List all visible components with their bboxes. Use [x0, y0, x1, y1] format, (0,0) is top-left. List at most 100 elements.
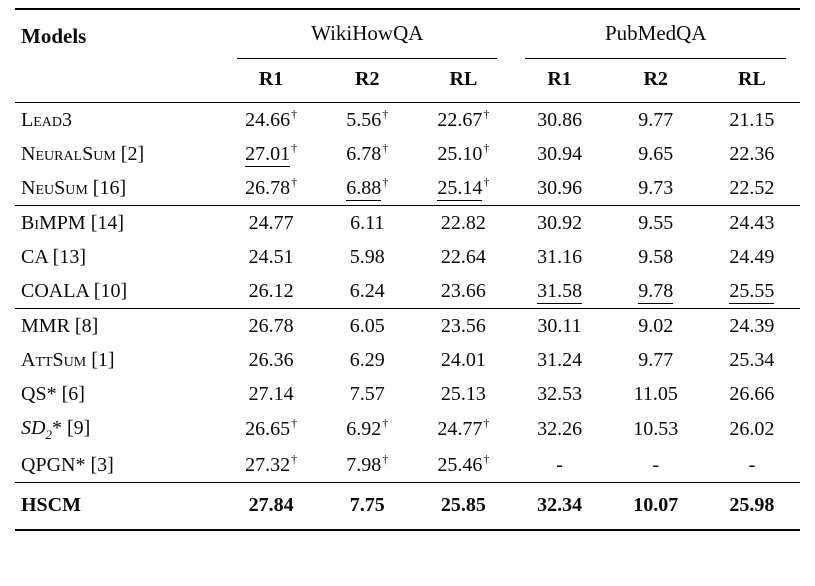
- metric-number: 7.75: [349, 494, 385, 516]
- table-row: NeuSum [16] 26.78† 6.88† 25.14† 30.96 9.73 22.…: [15, 171, 800, 206]
- metric-number: 27.01: [245, 142, 291, 167]
- metric-number: 7.57: [349, 382, 385, 405]
- model-name: MMR [8]: [15, 309, 223, 344]
- metric-value: 25.98: [704, 483, 800, 531]
- dagger-mark: †: [291, 106, 298, 121]
- dagger-mark: †: [382, 416, 389, 431]
- dagger-mark: †: [382, 451, 389, 466]
- table-row: HSCM 27.84 7.75 25.85 32.34 10.07 25.98: [15, 483, 800, 531]
- dagger-mark: †: [382, 106, 389, 121]
- model-name-segment: BiMPM: [21, 211, 86, 234]
- dataset-header-row: Models WikiHowQA PubMedQA: [15, 9, 800, 59]
- dagger-mark: †: [483, 106, 490, 121]
- metric-number: 6.92: [346, 418, 382, 440]
- metric-value: 24.01: [415, 343, 511, 377]
- dataset-header-wikihowqa: WikiHowQA: [223, 9, 511, 59]
- metric-number: 25.10: [437, 142, 483, 165]
- metric-number: 6.11: [350, 211, 385, 234]
- metric-value: 22.52: [704, 171, 800, 206]
- model-name: QS* [6]: [15, 377, 223, 411]
- metric-value: 24.39: [704, 309, 800, 344]
- metric-number: 6.05: [349, 314, 385, 337]
- metric-value: 25.13: [415, 377, 511, 411]
- metric-value: 24.77: [223, 206, 319, 241]
- table-row: BiMPM [14] 24.77 6.11 22.82 30.92 9.55 24.43: [15, 206, 800, 241]
- model-name: AttSum [1]: [15, 343, 223, 377]
- metric-value: 6.78†: [319, 137, 415, 171]
- metric-header-row: R1 R2 RL R1 R2 RL: [15, 59, 800, 103]
- metric-value: 10.53: [608, 411, 704, 448]
- dataset-label-wikihowqa: WikiHowQA: [311, 21, 424, 45]
- model-name: BiMPM [14]: [15, 206, 223, 241]
- metric-value: 5.56†: [319, 103, 415, 138]
- metric-number: 30.11: [537, 314, 582, 337]
- metric-value: 6.92†: [319, 411, 415, 448]
- metric-value: 6.24: [319, 274, 415, 309]
- metric-number: 23.66: [440, 279, 486, 302]
- model-name-segment: NeuralSum: [21, 142, 116, 165]
- metric-value: 23.66: [415, 274, 511, 309]
- table-row: QS* [6] 27.14 7.57 25.13 32.53 11.05 26.66: [15, 377, 800, 411]
- metric-value: 9.77: [608, 103, 704, 138]
- dataset-label-pubmedqa: PubMedQA: [604, 21, 707, 45]
- metric-value: 6.88†: [319, 171, 415, 206]
- model-name: HSCM: [15, 483, 223, 531]
- table-row: AttSum [1] 26.36 6.29 24.01 31.24 9.77 25.34: [15, 343, 800, 377]
- metric-number: 26.66: [729, 382, 775, 405]
- metric-number: 31.58: [537, 279, 583, 304]
- metric-number: 9.02: [638, 314, 674, 337]
- model-name-segment: AttSum: [21, 348, 87, 371]
- metric-value: 24.43: [704, 206, 800, 241]
- metric-number: 25.98: [729, 494, 775, 516]
- dagger-mark: †: [483, 140, 490, 155]
- metric-number: 24.77: [248, 211, 294, 234]
- metric-number: 24.66: [245, 108, 291, 131]
- metric-number: 30.86: [537, 108, 583, 131]
- metric-number: 25.34: [729, 348, 775, 371]
- metric-number: 31.16: [537, 245, 583, 268]
- metric-number: 9.58: [638, 245, 674, 268]
- metric-number: 22.67: [437, 108, 483, 131]
- metric-number: 25.85: [440, 494, 486, 516]
- metric-value: 7.98†: [319, 448, 415, 483]
- metric-value: 9.65: [608, 137, 704, 171]
- metric-number: 22.52: [729, 176, 775, 199]
- metric-value: 32.34: [511, 483, 607, 531]
- metric-number: 22.82: [440, 211, 486, 234]
- metric-number: -: [556, 453, 563, 476]
- model-name: Lead3: [15, 103, 223, 138]
- cmidrule-pubmedqa: [525, 58, 786, 59]
- metric-value: 30.96: [511, 171, 607, 206]
- models-header: Models: [21, 24, 87, 48]
- cmidrule-wikihowqa: [237, 58, 498, 59]
- metric-value: 9.73: [608, 171, 704, 206]
- table-header: Models WikiHowQA PubMedQA R1 R2 RL R1 R2…: [15, 9, 800, 103]
- metric-number: 26.65: [245, 418, 291, 440]
- metric-value: 26.36: [223, 343, 319, 377]
- metric-number: 26.78: [248, 314, 294, 337]
- metric-value: 9.77: [608, 343, 704, 377]
- metric-number: 6.78: [346, 142, 382, 165]
- metric-number: 22.36: [729, 142, 775, 165]
- metric-number: 9.65: [638, 142, 674, 165]
- metric-header-wiki-rl: RL: [449, 68, 478, 90]
- metric-number: 26.36: [248, 348, 294, 371]
- metric-value: 22.82: [415, 206, 511, 241]
- model-name: CA [13]: [15, 240, 223, 274]
- model-name-segment: NeuSum: [21, 176, 88, 199]
- metric-value: 25.55: [704, 274, 800, 309]
- table-row: CA [13] 24.51 5.98 22.64 31.16 9.58 24.49: [15, 240, 800, 274]
- metric-number: 6.24: [349, 279, 385, 302]
- metric-number: 9.78: [638, 279, 674, 304]
- metric-number: -: [748, 453, 756, 476]
- metric-number: 9.55: [638, 211, 674, 234]
- metric-number: 30.94: [537, 142, 583, 165]
- metric-value: 5.98: [319, 240, 415, 274]
- metric-value: 10.07: [608, 483, 704, 531]
- dagger-mark: †: [483, 451, 490, 466]
- metric-value: 31.58: [511, 274, 607, 309]
- metric-value: 25.34: [704, 343, 800, 377]
- metric-value: 24.49: [704, 240, 800, 274]
- metric-value: -: [608, 448, 704, 483]
- table-row: MMR [8] 26.78 6.05 23.56 30.11 9.02 24.39: [15, 309, 800, 344]
